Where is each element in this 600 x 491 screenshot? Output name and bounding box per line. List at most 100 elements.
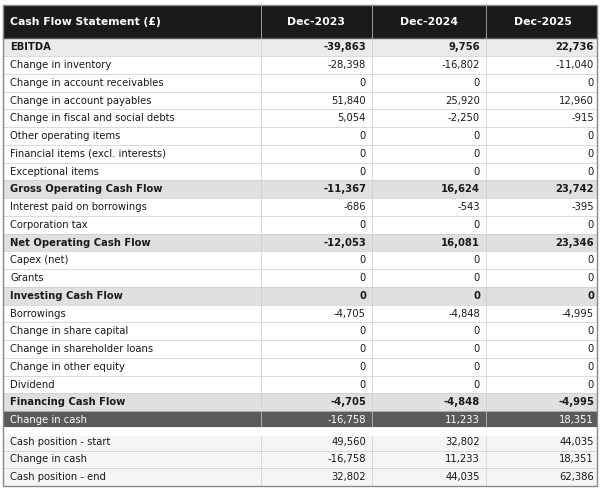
Text: 0: 0 xyxy=(474,273,480,283)
Text: -39,863: -39,863 xyxy=(323,42,366,53)
Text: -11,040: -11,040 xyxy=(556,60,594,70)
Text: 23,742: 23,742 xyxy=(556,184,594,194)
Text: 0: 0 xyxy=(474,362,480,372)
Bar xyxy=(3,216,597,234)
Text: 0: 0 xyxy=(360,380,366,389)
Text: Change in other equity: Change in other equity xyxy=(10,362,125,372)
Text: Capex (net): Capex (net) xyxy=(10,255,68,265)
Text: Dec-2024: Dec-2024 xyxy=(400,17,458,27)
Text: 0: 0 xyxy=(588,362,594,372)
Bar xyxy=(3,74,597,92)
Text: 0: 0 xyxy=(360,327,366,336)
Text: 51,840: 51,840 xyxy=(331,96,366,106)
Bar xyxy=(3,92,597,109)
Text: 11,233: 11,233 xyxy=(445,455,480,464)
Text: Net Operating Cash Flow: Net Operating Cash Flow xyxy=(10,238,151,247)
Text: 0: 0 xyxy=(360,362,366,372)
Bar xyxy=(3,433,597,451)
Text: 9,756: 9,756 xyxy=(448,42,480,53)
Text: Financing Cash Flow: Financing Cash Flow xyxy=(10,397,125,407)
Bar xyxy=(3,234,597,251)
Text: 0: 0 xyxy=(360,149,366,159)
Text: 0: 0 xyxy=(360,255,366,265)
Text: Interest paid on borrowings: Interest paid on borrowings xyxy=(10,202,147,212)
Text: -686: -686 xyxy=(343,202,366,212)
Text: Change in inventory: Change in inventory xyxy=(10,60,112,70)
Bar xyxy=(3,163,597,180)
Bar xyxy=(3,145,597,163)
Text: 0: 0 xyxy=(588,149,594,159)
Text: 0: 0 xyxy=(359,291,366,301)
Text: 0: 0 xyxy=(360,131,366,141)
Text: 16,624: 16,624 xyxy=(441,184,480,194)
Text: 0: 0 xyxy=(588,166,594,177)
Text: 0: 0 xyxy=(588,220,594,230)
Bar xyxy=(3,198,597,216)
Text: Dec-2023: Dec-2023 xyxy=(287,17,346,27)
Text: Change in share capital: Change in share capital xyxy=(10,327,128,336)
Text: Dec-2025: Dec-2025 xyxy=(514,17,572,27)
Bar xyxy=(3,323,597,340)
Text: 44,035: 44,035 xyxy=(445,472,480,482)
Bar xyxy=(3,376,597,393)
Text: 0: 0 xyxy=(473,291,480,301)
Bar xyxy=(3,411,597,429)
Text: Cash Flow Statement (£): Cash Flow Statement (£) xyxy=(10,17,161,27)
Text: Other operating items: Other operating items xyxy=(10,131,121,141)
Text: EBITDA: EBITDA xyxy=(10,42,51,53)
Text: -28,398: -28,398 xyxy=(328,60,366,70)
Bar xyxy=(3,127,597,145)
Text: 18,351: 18,351 xyxy=(559,455,594,464)
Text: -395: -395 xyxy=(571,202,594,212)
Text: -16,802: -16,802 xyxy=(442,60,480,70)
Text: -4,848: -4,848 xyxy=(448,308,480,319)
Bar xyxy=(3,38,597,56)
Bar xyxy=(3,393,597,411)
Text: -4,848: -4,848 xyxy=(444,397,480,407)
Bar xyxy=(3,56,597,74)
Bar xyxy=(3,340,597,358)
Text: 22,736: 22,736 xyxy=(556,42,594,53)
Bar xyxy=(3,358,597,376)
Text: Change in fiscal and social debts: Change in fiscal and social debts xyxy=(10,113,175,123)
Text: 0: 0 xyxy=(588,273,594,283)
Text: Exceptional items: Exceptional items xyxy=(10,166,99,177)
Text: 0: 0 xyxy=(587,291,594,301)
Text: 0: 0 xyxy=(474,380,480,389)
Text: 0: 0 xyxy=(474,344,480,354)
Text: -11,367: -11,367 xyxy=(323,184,366,194)
Text: 0: 0 xyxy=(360,78,366,88)
Bar xyxy=(3,251,597,269)
Text: 0: 0 xyxy=(474,149,480,159)
Text: Dividend: Dividend xyxy=(10,380,55,389)
Text: 44,035: 44,035 xyxy=(560,436,594,447)
Text: -2,250: -2,250 xyxy=(448,113,480,123)
Text: Corporation tax: Corporation tax xyxy=(10,220,88,230)
Text: 0: 0 xyxy=(588,131,594,141)
Text: 32,802: 32,802 xyxy=(445,436,480,447)
Text: 0: 0 xyxy=(588,380,594,389)
Bar xyxy=(3,304,597,323)
Text: -16,758: -16,758 xyxy=(328,455,366,464)
Text: 16,081: 16,081 xyxy=(441,238,480,247)
Text: -4,995: -4,995 xyxy=(558,397,594,407)
Text: Change in shareholder loans: Change in shareholder loans xyxy=(10,344,154,354)
Text: 0: 0 xyxy=(360,220,366,230)
Text: 32,802: 32,802 xyxy=(331,472,366,482)
Text: 0: 0 xyxy=(360,166,366,177)
Text: Investing Cash Flow: Investing Cash Flow xyxy=(10,291,123,301)
Text: 0: 0 xyxy=(474,78,480,88)
Bar xyxy=(3,180,597,198)
Text: -4,995: -4,995 xyxy=(562,308,594,319)
Text: 0: 0 xyxy=(360,273,366,283)
Text: Change in cash: Change in cash xyxy=(10,455,87,464)
Text: 11,233: 11,233 xyxy=(445,415,480,425)
Text: 18,351: 18,351 xyxy=(559,415,594,425)
Bar xyxy=(3,287,597,304)
Text: 0: 0 xyxy=(474,220,480,230)
Text: 0: 0 xyxy=(474,131,480,141)
Text: 0: 0 xyxy=(474,166,480,177)
Text: 0: 0 xyxy=(588,255,594,265)
Text: 23,346: 23,346 xyxy=(556,238,594,247)
Text: Cash position - start: Cash position - start xyxy=(10,436,110,447)
